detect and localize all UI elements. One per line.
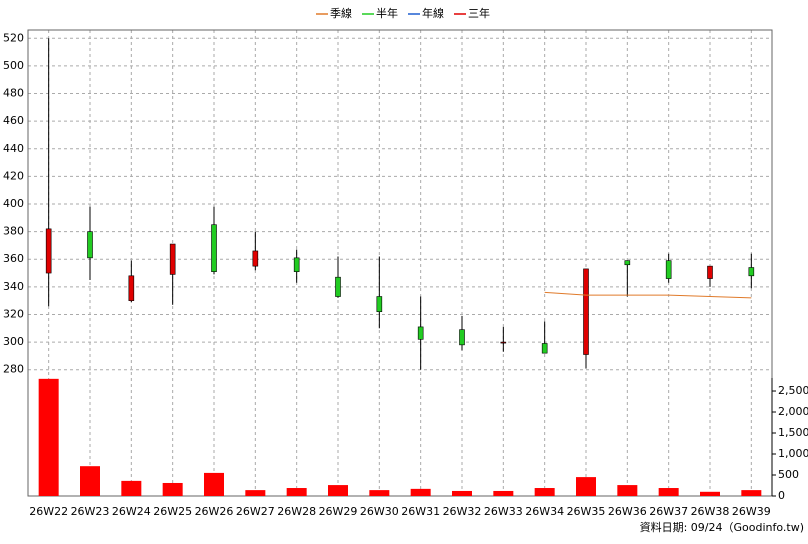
- candle-body: [459, 329, 465, 346]
- y2-tick-label: 1,500: [778, 426, 808, 439]
- y-tick-label: 300: [3, 335, 24, 348]
- y2-tick-label: 500: [778, 468, 799, 481]
- candle-body: [211, 224, 217, 272]
- volume-bar: [658, 488, 679, 496]
- candle-body: [335, 276, 341, 297]
- candle-body: [252, 250, 259, 267]
- volume-bar: [38, 378, 59, 496]
- candle-body: [748, 267, 755, 277]
- x-tick-label: 26W24: [112, 505, 151, 518]
- legend-label: 年線: [422, 6, 444, 20]
- x-tick-label: 26W30: [360, 505, 399, 518]
- volume-bar: [534, 488, 555, 496]
- x-tick-label: 26W37: [649, 505, 688, 518]
- plot-frame: [27, 29, 773, 497]
- x-tick-label: 26W23: [71, 505, 110, 518]
- y-tick-label: 380: [3, 225, 24, 238]
- y-tick-label: 420: [3, 169, 24, 182]
- x-tick-label: 26W38: [691, 505, 730, 518]
- candle-body: [376, 296, 383, 313]
- volume-bar: [493, 490, 514, 496]
- volume-bar: [410, 488, 431, 496]
- x-tick-label: 26W35: [567, 505, 606, 518]
- candle-body: [45, 228, 52, 274]
- y2-tick-label: 2,500: [778, 384, 808, 397]
- candle-body: [707, 265, 713, 279]
- x-tick-label: 26W39: [732, 505, 771, 518]
- legend-label: 三年: [468, 6, 490, 20]
- y-tick-label: 480: [3, 87, 24, 100]
- volume-bar: [617, 485, 638, 496]
- candle-body: [169, 243, 176, 275]
- volume-bar: [245, 490, 266, 496]
- y-tick-label: 520: [3, 31, 24, 44]
- volume-bar: [162, 482, 183, 496]
- x-tick-label: 26W33: [484, 505, 523, 518]
- x-tick-label: 26W26: [195, 505, 234, 518]
- candle-body: [293, 257, 300, 272]
- y-tick-label: 360: [3, 252, 24, 265]
- candle-body: [541, 343, 548, 354]
- y-tick-label: 340: [3, 280, 24, 293]
- candle-body: [583, 268, 589, 355]
- y2-tick-label: 0: [778, 489, 785, 502]
- volume-bar: [328, 485, 348, 496]
- volume-bar: [121, 480, 142, 496]
- legend-label: 半年: [376, 6, 398, 20]
- volume-bar: [80, 466, 100, 496]
- x-tick-label: 26W22: [29, 505, 68, 518]
- x-tick-label: 26W28: [277, 505, 316, 518]
- volume-bar: [741, 490, 762, 496]
- candle-body: [87, 231, 93, 259]
- x-tick-label: 26W27: [236, 505, 275, 518]
- y-tick-label: 460: [3, 114, 24, 127]
- volume-bar: [700, 491, 720, 496]
- volume-bar: [286, 488, 307, 496]
- x-tick-label: 26W31: [401, 505, 440, 518]
- candle-body: [128, 275, 135, 301]
- y2-tick-label: 2,000: [778, 405, 808, 418]
- candle-body: [665, 260, 672, 279]
- x-tick-label: 26W29: [319, 505, 358, 518]
- candle-body: [500, 341, 507, 344]
- x-tick-label: 26W32: [443, 505, 482, 518]
- footer: 資料日期: 09/24（Goodinfo.tw): [640, 520, 804, 534]
- y2-tick-label: 1,000: [778, 447, 808, 460]
- volume-bar: [452, 490, 472, 496]
- volume-bar: [576, 477, 596, 496]
- x-tick-label: 26W34: [525, 505, 564, 518]
- y-tick-label: 320: [3, 307, 24, 320]
- x-tick-label: 26W25: [153, 505, 192, 518]
- candle-body: [417, 326, 424, 340]
- legend-label: 季線: [330, 6, 352, 20]
- volume-bar: [204, 472, 224, 496]
- candle-body: [624, 260, 631, 266]
- volume-bar: [369, 490, 390, 496]
- y-tick-label: 440: [3, 142, 24, 155]
- y-tick-label: 400: [3, 197, 24, 210]
- y-tick-label: 500: [3, 59, 24, 72]
- ma-line: [544, 291, 752, 299]
- x-tick-label: 26W36: [608, 505, 647, 518]
- y-tick-label: 280: [3, 363, 24, 376]
